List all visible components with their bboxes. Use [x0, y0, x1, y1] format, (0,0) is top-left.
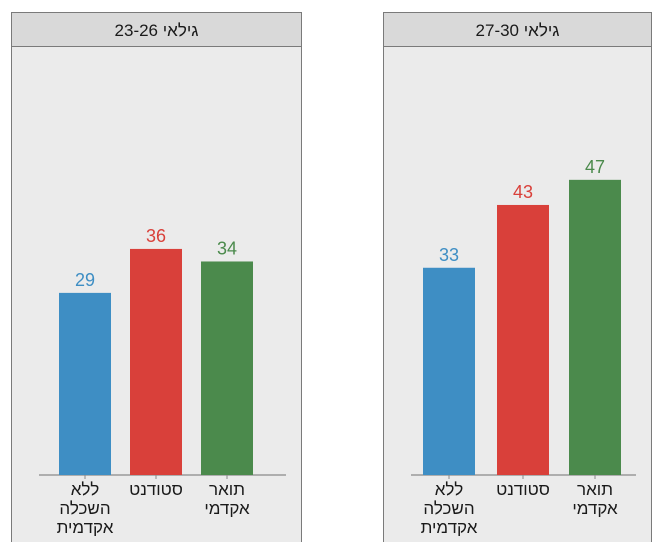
bar-2 — [497, 204, 549, 475]
panel-header — [11, 12, 302, 47]
data-label-3: 47 — [585, 157, 605, 177]
x-tick-label: אקדמית — [57, 518, 114, 537]
panel-title: גילאי 27-30 — [476, 21, 560, 40]
bar-1 — [59, 292, 111, 475]
x-tick-label: תואר — [209, 480, 245, 499]
x-tick-label: אקדמי — [572, 499, 618, 518]
panel-header — [383, 12, 652, 47]
bar-2 — [130, 248, 182, 475]
x-tick-label: אקדמי — [204, 499, 250, 518]
x-tick-label: אקדמית — [421, 518, 478, 537]
x-tick-label: ללא — [435, 480, 464, 499]
x-tick-label: סטודנט — [496, 480, 550, 499]
bar-1 — [423, 267, 475, 475]
x-tick-label: ללא — [71, 480, 100, 499]
data-label-3: 34 — [217, 238, 237, 258]
x-tick-label: השכלה — [423, 499, 474, 518]
panel-title: גילאי 23-26 — [115, 21, 199, 40]
bar-3 — [569, 179, 621, 475]
data-label-1: 29 — [75, 270, 95, 290]
x-tick-label: סטודנט — [129, 480, 183, 499]
data-label-1: 33 — [439, 245, 459, 265]
bar-3 — [201, 261, 253, 475]
data-label-2: 43 — [513, 182, 533, 202]
x-tick-label: תואר — [577, 480, 613, 499]
x-tick-label: השכלה — [59, 499, 110, 518]
data-label-2: 36 — [146, 226, 166, 246]
